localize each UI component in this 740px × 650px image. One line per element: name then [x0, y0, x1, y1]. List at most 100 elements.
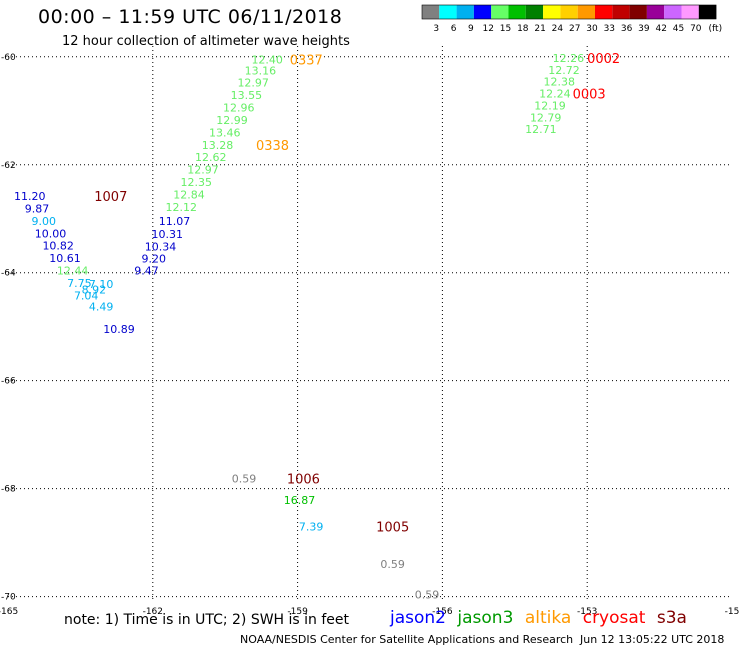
- y-tick-label: -60: [1, 53, 16, 63]
- scale-swatch: [543, 5, 561, 19]
- wave-height-label: 10.34: [145, 240, 177, 253]
- x-tick-label: -159: [287, 607, 308, 617]
- scale-swatch: [664, 5, 682, 19]
- wave-height-label: 12.79: [530, 111, 562, 124]
- wave-height-label: 0.59: [415, 588, 440, 601]
- scale-swatch: [491, 5, 509, 19]
- x-tick-label: -156: [432, 607, 453, 617]
- wave-height-label: 9.87: [25, 202, 50, 215]
- wave-height-label: 7.39: [299, 520, 324, 533]
- wave-height-label: 12.97: [237, 77, 269, 90]
- legend-item-jason2: jason2: [390, 608, 446, 628]
- wave-height-label: 12.97: [187, 164, 219, 177]
- scale-label: 42: [655, 24, 666, 34]
- wave-height-label: 9.47: [134, 265, 159, 278]
- wave-height-label: 12.44: [57, 265, 89, 278]
- legend-item-s3a: s3a: [656, 608, 687, 628]
- scale-label: 45: [673, 24, 684, 34]
- wave-height-label: 12.19: [534, 99, 566, 112]
- wave-height-label: 0.59: [380, 558, 405, 571]
- scale-label: 18: [517, 24, 529, 34]
- wave-height-label: 12.38: [543, 76, 575, 89]
- time-label: 0338: [256, 139, 289, 154]
- wave-height-label: 10.82: [42, 240, 74, 253]
- scale-border: [421, 4, 717, 20]
- wave-height-label: 12.12: [166, 201, 198, 214]
- time-label: 0337: [290, 53, 323, 68]
- wave-height-label: 12.99: [216, 114, 248, 127]
- scale-swatch: [439, 5, 457, 19]
- wave-height-label: 7.04: [74, 289, 99, 302]
- color-scale: 3 6 9 12 15 18 21 24 27 30 33 36 39 42 45 70 (ft): [421, 4, 723, 34]
- scale-label: 27: [569, 24, 580, 34]
- legend-item-jason3: jason3: [457, 608, 514, 628]
- wave-height-label: 12.24: [539, 88, 571, 101]
- wave-height-label: 11.07: [159, 215, 191, 228]
- generated-timestamp: Jun 12 13:05:22 UTC 2018: [580, 633, 725, 646]
- scale-swatch: [456, 5, 474, 19]
- scale-label: 30: [586, 24, 598, 34]
- legend-item-cryosat: cryosat: [582, 608, 646, 628]
- wave-height-label: 12.62: [195, 151, 227, 164]
- wave-height-label: 12.72: [548, 64, 580, 77]
- scale-swatch: [646, 5, 665, 19]
- scale-label: 39: [638, 24, 650, 34]
- scale-swatch: [612, 5, 630, 19]
- y-tick-label: -66: [1, 377, 16, 387]
- wave-height-label: 16.87: [284, 494, 316, 507]
- wave-height-label: 11.20: [14, 190, 46, 203]
- time-label: 1007: [94, 190, 127, 205]
- y-tick-label: -64: [1, 269, 16, 279]
- wave-height-label: 8.92: [82, 283, 107, 296]
- time-label: 0003: [573, 88, 606, 103]
- wave-height-label: 12.71: [525, 123, 557, 136]
- wave-height-label: 10.31: [152, 228, 184, 241]
- scale-swatch: [473, 5, 492, 19]
- wave-height-label: 13.28: [202, 139, 234, 152]
- scale-swatch: [508, 5, 526, 19]
- scale-swatch: [577, 5, 595, 19]
- wave-height-label: 7.75: [67, 277, 92, 290]
- scale-label: 70: [690, 24, 702, 34]
- wave-height-label: 10.61: [49, 252, 81, 265]
- wave-height-label: 12.84: [173, 188, 205, 201]
- footer-note: note: 1) Time is in UTC; 2) SWH is in fe…: [64, 612, 350, 628]
- time-label: 1006: [287, 472, 320, 487]
- scale-swatch: [525, 5, 544, 19]
- scale-label: 21: [534, 24, 545, 34]
- scale-label: 24: [552, 24, 564, 34]
- scale-label: 36: [621, 24, 633, 34]
- scale-swatch: [595, 5, 613, 19]
- time-label: 0002: [587, 52, 620, 67]
- wave-height-label: 13.46: [209, 126, 241, 139]
- wave-height-label: 10.00: [35, 227, 67, 240]
- scale-swatch: [698, 5, 717, 19]
- y-tick-label: -70: [1, 593, 16, 603]
- credit-line: NOAA/NESDIS Center for Satellite Applica…: [240, 633, 574, 646]
- chart-title: 00:00 – 11:59 UTC 06/11/2018: [38, 6, 343, 28]
- scale-swatch: [629, 5, 647, 19]
- wave-height-label: 12.96: [223, 102, 255, 115]
- wave-height-label: 13.55: [231, 89, 263, 102]
- wave-height-label: 7.10: [89, 278, 114, 291]
- wave-height-label: 13.16: [245, 64, 277, 77]
- wave-height-label: 4.49: [89, 301, 114, 314]
- y-tick-label: -68: [1, 485, 16, 495]
- x-tick-label: -15: [725, 607, 740, 617]
- wave-height-label: 9.20: [142, 253, 167, 266]
- wave-height-label: 12.35: [180, 176, 212, 189]
- scale-label: 9: [468, 24, 474, 34]
- legend-item-altika: altika: [524, 608, 572, 628]
- scale-label: 6: [451, 24, 457, 34]
- scale-label: 12: [482, 24, 493, 34]
- x-tick-label: -162: [143, 607, 163, 617]
- scale-label: 33: [604, 24, 615, 34]
- wave-height-label: 12.26: [553, 52, 585, 65]
- scale-unit: (ft): [709, 24, 723, 34]
- x-tick-label: -165: [0, 607, 18, 617]
- wave-height-label: 10.89: [103, 323, 135, 336]
- satellite-legend: jason2 jason3 altika cryosat s3a: [390, 608, 693, 628]
- wave-height-label: 9.00: [31, 215, 56, 228]
- scale-swatch: [681, 5, 699, 19]
